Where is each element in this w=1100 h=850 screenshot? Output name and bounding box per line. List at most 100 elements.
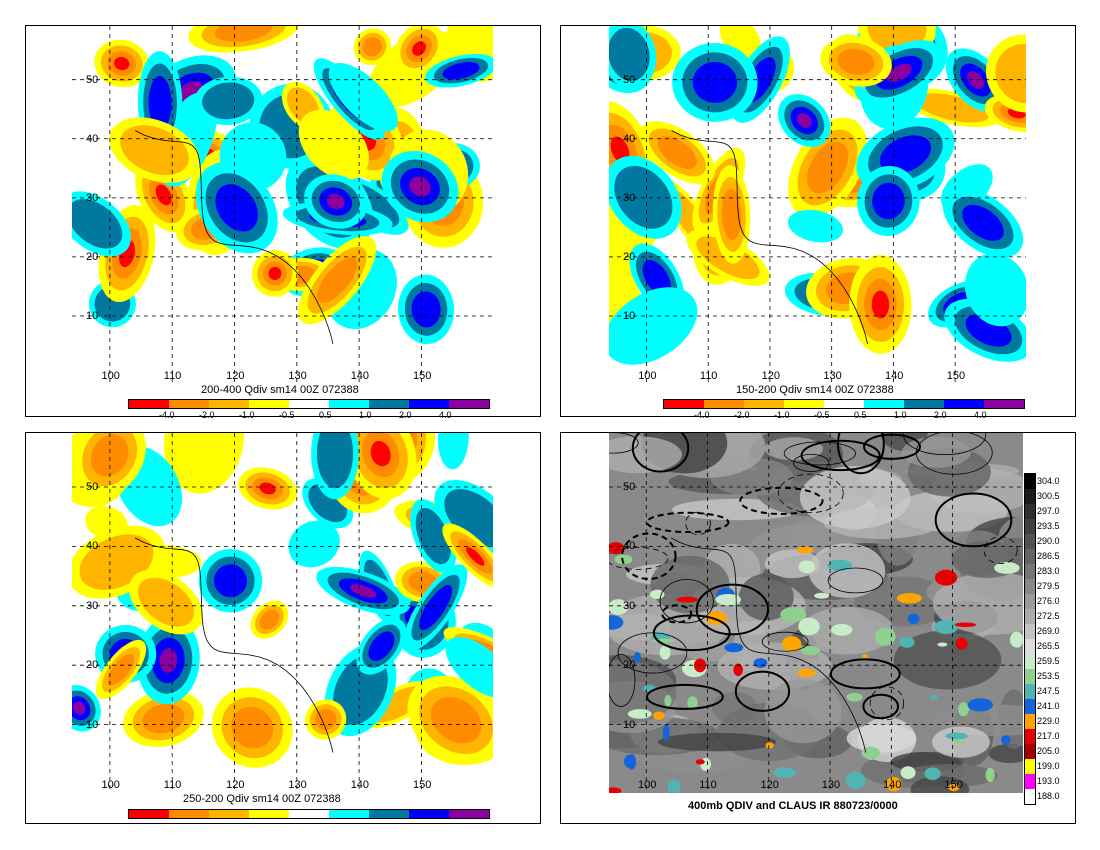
qdiv-contour-blob: [268, 266, 282, 281]
colorbar-swatch: [409, 810, 449, 818]
colorbar-tick-label: -0.5: [814, 410, 830, 420]
colorbar-swatch: [984, 400, 1024, 408]
qdiv-contour-blob: [445, 637, 493, 698]
ir-colorbar-swatch: [1025, 624, 1035, 639]
colorbar-swatch: [784, 400, 824, 408]
ir-colorbar-swatch: [1025, 639, 1035, 654]
panel-150-200: 150-200 Qdiv sm14 00Z 072388 -4.0 -2.0 -1.…: [560, 25, 1076, 420]
qdiv-contour-blob: [879, 135, 932, 174]
longitude-label: 140: [350, 779, 370, 791]
map-area: [72, 433, 493, 793]
colorbar-tick-label: 0.5: [854, 410, 867, 420]
colorbar-tick-label: 2.0: [399, 410, 412, 420]
ir-colorbar-label: 265.5: [1037, 641, 1060, 651]
longitude-label: 130: [823, 370, 842, 382]
panel-title: 250-200 Qdiv sm14 00Z 072388: [183, 793, 341, 805]
longitude-label: 120: [760, 779, 779, 791]
colorbar-tick-label: 1.0: [894, 410, 907, 420]
qdiv-contour-line: [836, 433, 885, 475]
qdiv-contour-blob: [231, 706, 274, 749]
ir-convective-cell: [733, 663, 743, 676]
ir-colorbar-swatch: [1025, 489, 1035, 504]
qdiv-contour-line: [777, 473, 844, 514]
colorbar-swatch: [329, 810, 369, 818]
qdiv-contour-line: [761, 631, 809, 652]
qdiv-contour-blob: [967, 71, 985, 89]
ir-convective-cell: [994, 562, 1020, 574]
ir-convective-cell: [695, 759, 705, 765]
qdiv-contour-blob: [871, 290, 890, 319]
colorbar-tick-label: 0.5: [319, 410, 332, 420]
ir-cloud-patch: [764, 437, 824, 461]
ir-convective-cell: [796, 546, 814, 554]
ir-colorbar-label: 229.0: [1037, 716, 1060, 726]
colorbar-swatch: [249, 810, 289, 818]
latitude-label: 10: [86, 718, 99, 731]
longitude-label: 140: [350, 370, 370, 382]
qdiv-contour-line: [645, 511, 730, 534]
ir-colorbar-label: 286.5: [1037, 551, 1060, 561]
ir-convective-cell: [780, 606, 807, 623]
colorbar-swatch: [944, 400, 984, 408]
map-area: [609, 26, 1026, 384]
ir-cloud-patch: [893, 630, 1002, 690]
ir-colorbar-label: 199.0: [1037, 761, 1060, 771]
longitude-label: 110: [163, 370, 182, 382]
ir-colorbar-label: 193.0: [1037, 776, 1060, 786]
qdiv-contour-line: [661, 604, 693, 624]
colorbar-swatch: [824, 400, 864, 408]
latitude-label: 20: [623, 250, 636, 263]
qdiv-contour-line: [934, 492, 1013, 548]
colorbar-tick-label: 4.0: [974, 410, 987, 420]
qdiv-contour-blob: [362, 37, 383, 57]
qdiv-contour-blob: [642, 260, 672, 296]
qdiv-contour-line: [863, 433, 921, 460]
latitude-label: 50: [623, 481, 636, 493]
ir-convective-cell: [765, 742, 774, 749]
ir-convective-cell: [967, 698, 993, 712]
qdiv-contour-line: [617, 632, 688, 674]
ir-cloud-patch: [650, 555, 730, 614]
colorbar-swatch: [864, 400, 904, 408]
coastline: [671, 130, 868, 344]
qdiv-contour-line: [800, 439, 881, 472]
longitude-label: 140: [885, 370, 904, 382]
ir-colorbar: [1024, 473, 1036, 805]
ir-cloud-patch: [846, 724, 917, 753]
ir-convective-cell: [667, 779, 681, 793]
qdiv-contour-blob: [721, 188, 742, 241]
ir-convective-cell: [874, 627, 896, 646]
ir-convective-cell: [945, 732, 968, 740]
colorbar-swatch: [289, 810, 329, 818]
ir-colorbar-label: 217.0: [1037, 731, 1060, 741]
ir-colorbar-label: 269.0: [1037, 626, 1060, 636]
ir-colorbar-label: 300.5: [1037, 491, 1060, 501]
ir-convective-cell: [653, 711, 665, 720]
ir-convective-cell: [724, 642, 744, 653]
qdiv-contour-line: [869, 686, 905, 721]
qdiv-contour-line: [793, 453, 830, 472]
ir-cloud-patch: [738, 573, 794, 621]
ir-convective-cell: [900, 766, 916, 780]
qdiv-contour-blob: [159, 648, 178, 673]
ir-colorbar-label: 276.0: [1037, 596, 1060, 606]
colorbar-tick-label: -2.0: [199, 410, 215, 420]
qdiv-contour-blob: [370, 440, 391, 467]
qdiv-contour-blob: [796, 113, 812, 128]
qdiv-contour-line: [646, 683, 724, 710]
ir-convective-cell: [781, 636, 802, 652]
qdiv-contour-line: [783, 441, 856, 466]
colorbar: [663, 399, 1025, 409]
colorbar-swatch: [409, 400, 449, 408]
qdiv-contour-blob: [807, 141, 849, 194]
qdiv-contour-blob: [288, 520, 340, 568]
qdiv-contour-line: [827, 567, 884, 594]
latitude-label: 30: [86, 599, 99, 612]
ir-convective-cell: [845, 771, 866, 790]
colorbar-tick-label: 4.0: [439, 410, 452, 420]
qdiv-contour-line: [983, 536, 1018, 564]
ir-colorbar-label: 297.0: [1037, 506, 1060, 516]
ir-colorbar-label: 247.5: [1037, 686, 1060, 696]
latitude-label: 40: [86, 540, 99, 553]
ir-convective-cell: [948, 783, 960, 792]
